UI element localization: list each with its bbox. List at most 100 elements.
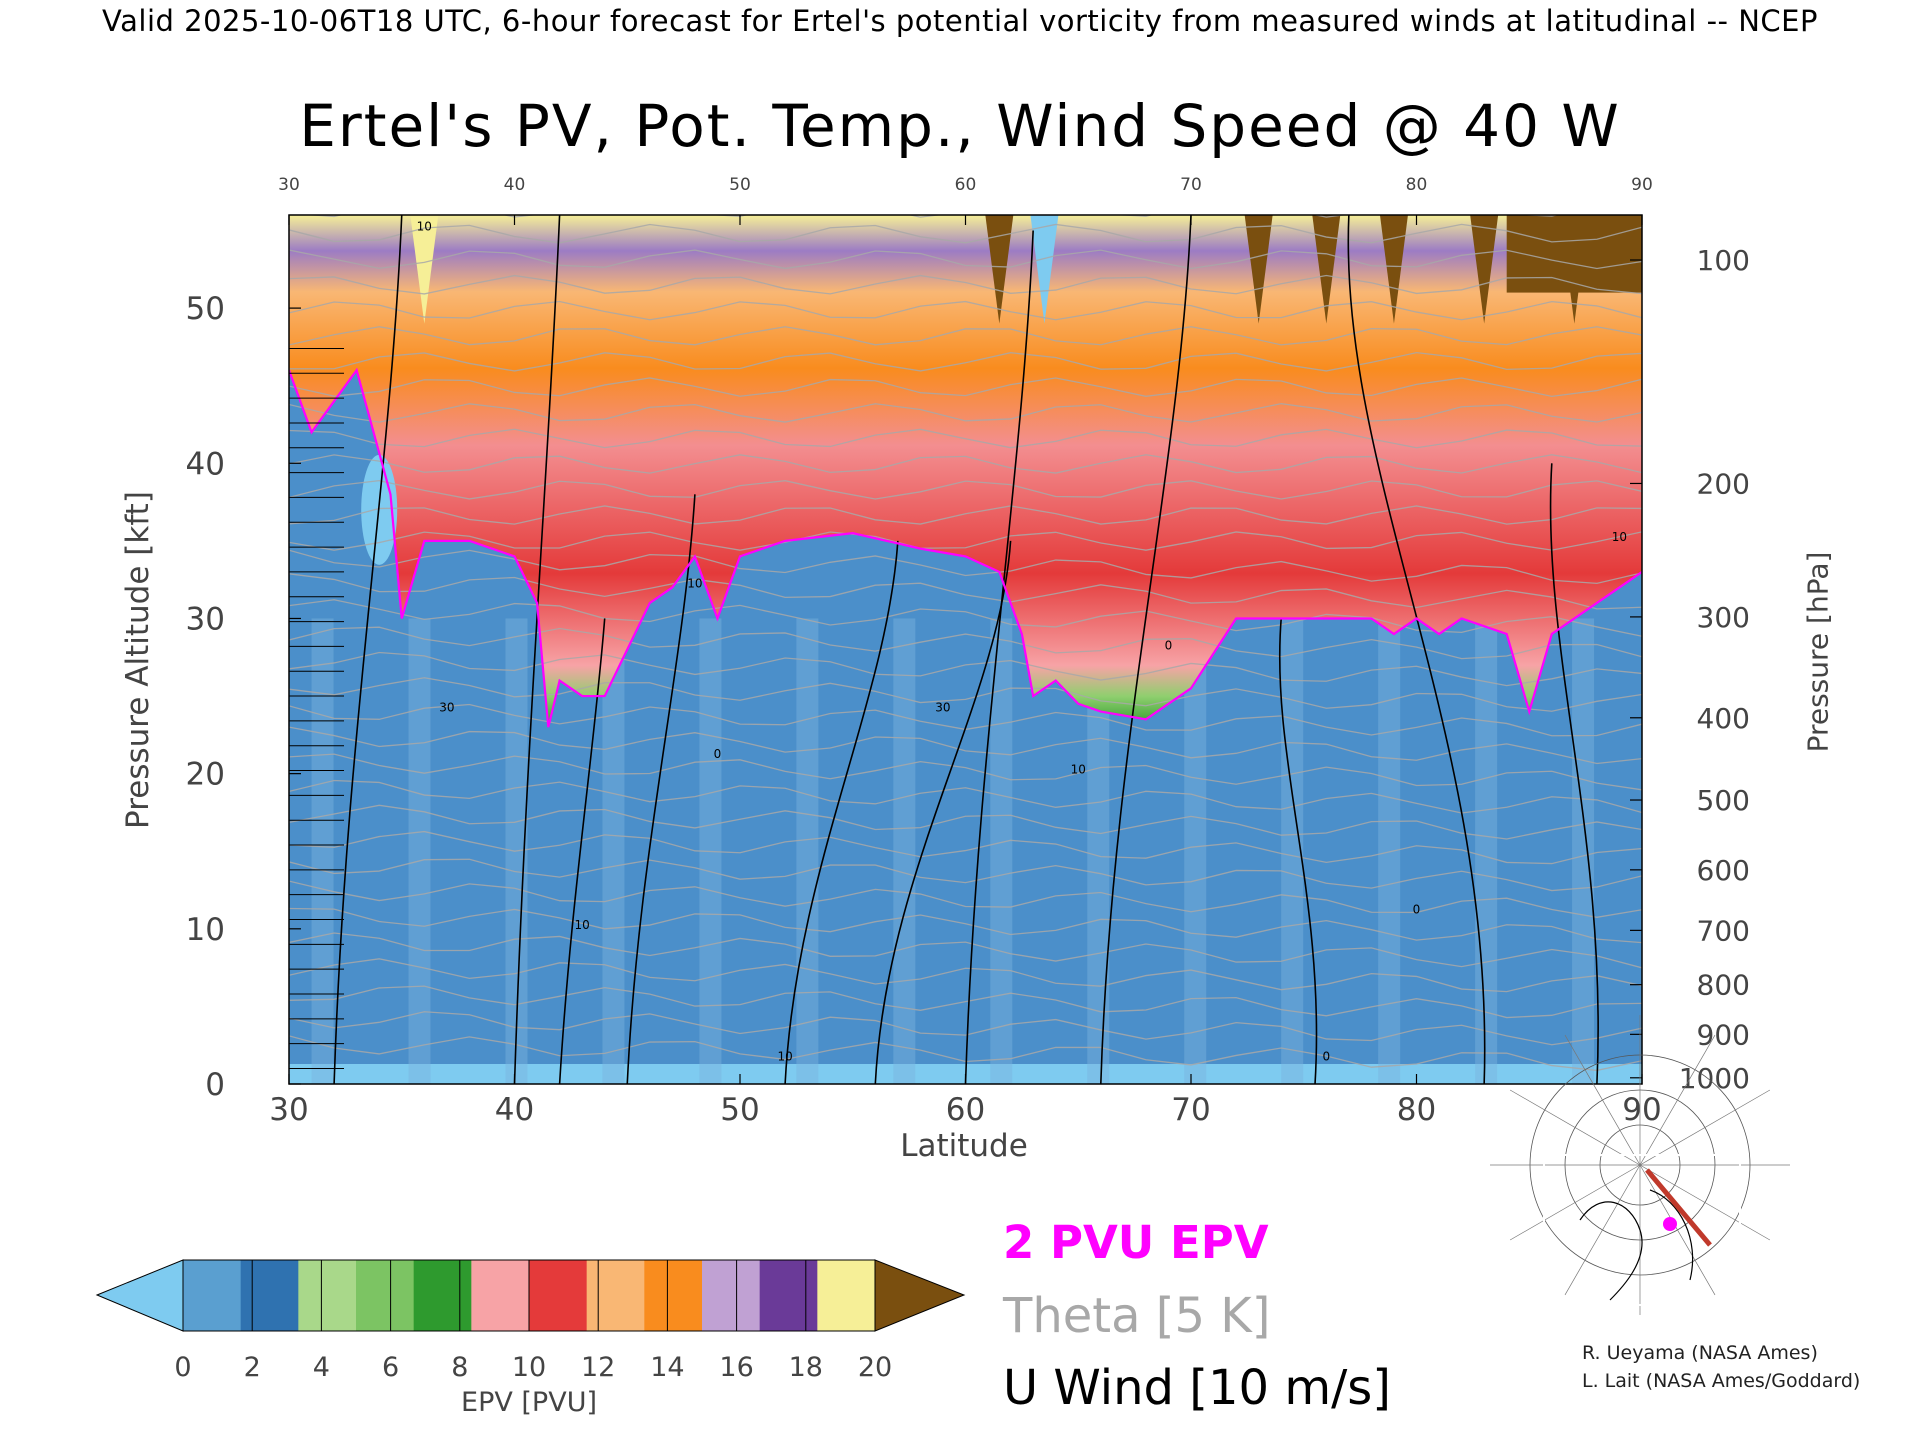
y-axis-label: Pressure Altitude [kft] [120,491,156,829]
pressure-tick-label: 500 [1697,784,1750,817]
colorbar-tick-label: 8 [451,1352,469,1383]
x-tick-label-top: 40 [504,175,526,195]
x-tick-label: 70 [1171,1092,1210,1128]
pressure-tick-label: 600 [1697,854,1750,887]
x-tick-label: 80 [1397,1092,1436,1128]
theta-contour [289,351,1642,372]
pv-spike [985,215,1014,324]
y-tick-label: 30 [186,601,225,637]
colorbar-segment [586,1260,645,1331]
colorbar-frame [182,1259,876,1332]
map-transect-line [1645,1168,1712,1247]
wind-contour-label: 0 [1413,902,1421,916]
pv-streak [1475,618,1498,1084]
map-location-marker [1663,1217,1677,1231]
credit-line: R. Ueyama (NASA Ames) [1582,1342,1818,1364]
theta-contour [289,377,1642,398]
credit-line: L. Lait (NASA Ames/Goddard) [1582,1370,1861,1392]
wind-contour-label: 30 [935,701,950,715]
wind-contour [1100,215,1192,1084]
theta-contour [289,626,1642,660]
colorbar-segment [817,1260,876,1331]
colorbar-tick-label: 12 [581,1352,616,1383]
y-axis-label-right: Pressure [hPa] [1801,551,1835,753]
pv-streak [1184,618,1207,1084]
pv-streak [1087,618,1110,1084]
colorbar-tick-label: 16 [719,1352,754,1383]
colorbar-tick-label: 0 [174,1352,192,1383]
pv-spike [1379,215,1408,324]
wind-contour-label: 10 [687,576,702,590]
pressure-tick-label: 200 [1697,467,1750,500]
pressure-tick-label: 100 [1697,244,1750,277]
wind-contour [964,230,1034,1084]
wind-contour [558,618,606,1084]
y-tick-label: 20 [186,757,225,793]
legend-theta: Theta [5 K] [1003,1288,1271,1344]
map-meridian [1639,1089,1771,1166]
theta-contour [289,326,1642,346]
theta-contour [289,932,1642,969]
theta-contour [289,549,1642,585]
colorbar-segment [529,1260,588,1331]
wind-contour [513,215,561,1084]
pv-spike [1312,215,1341,324]
theta-contour [289,985,1642,1019]
colorbar-tick-label: 2 [243,1352,261,1383]
x-tick-label: 40 [495,1092,534,1128]
theta-contour [289,428,1642,449]
pv-streak [990,618,1013,1084]
theta-contour [289,958,1642,993]
theta-contour [289,858,1642,892]
header-text: Valid 2025-10-06T18 UTC, 6-hour forecast… [102,4,1818,38]
pv-spike [410,215,439,324]
theta-contour [289,804,1642,840]
pressure-tick-label: 300 [1697,601,1750,634]
x-tick-label-top: 50 [729,175,751,195]
wind-contour-label: 10 [417,220,432,234]
pv-streak [1281,618,1304,1084]
pv-spike [1244,215,1273,324]
pressure-tick-label: 700 [1697,914,1750,947]
x-axis-label: Latitude [900,1128,1028,1164]
x-tick-label-top: 30 [278,175,300,195]
colorbar-segment [702,1260,761,1331]
theta-contour [289,779,1642,814]
theta-contour [289,300,1642,321]
map-meridian [1639,1034,1716,1166]
pv-streak [1572,618,1595,1084]
polar-stereographic-map-icon [1490,1015,1790,1315]
wind-contour-label: 10 [777,1050,792,1064]
wind-contour [1278,618,1318,1084]
y-tick-label: 40 [186,446,225,482]
map-meridian [1509,1164,1641,1241]
colorbar-over-arrow [874,1259,966,1332]
pv-streak [311,618,334,1084]
wind-contour [1347,215,1486,1084]
colorbar-segment [240,1260,299,1331]
theta-contour [289,454,1642,474]
theta-contour [289,677,1642,712]
wind-contour [333,215,403,1084]
tropopause-2pvu-line [289,367,1642,728]
colorbar-under-arrow [95,1259,184,1332]
map-coastline [1579,1189,1694,1301]
pv-spike [1030,215,1059,324]
x-tick-label: 60 [946,1092,985,1128]
map-meridian [1639,1164,1771,1241]
x-tick-label-top: 70 [1180,175,1202,195]
pv-spike [1470,215,1499,324]
wind-contour-label: 30 [439,701,454,715]
map-meridian [1639,1164,1716,1296]
theta-contour [289,573,1642,610]
x-tick-label-top: 60 [955,175,977,195]
wind-contour-label: 10 [1612,530,1627,544]
colorbar-segment [298,1260,357,1331]
theta-contour [289,830,1642,865]
colorbar-segment [644,1260,703,1331]
theta-contour [289,505,1642,525]
x-tick-label-top: 90 [1631,175,1653,195]
wind-contour [784,540,899,1084]
legend-wind: U Wind [10 m/s] [1003,1360,1392,1416]
